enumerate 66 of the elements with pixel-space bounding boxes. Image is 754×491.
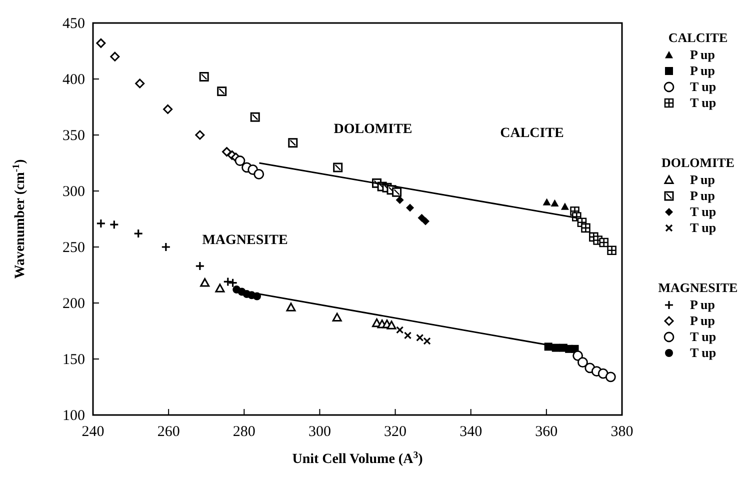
point xyxy=(386,320,396,330)
point xyxy=(605,372,616,382)
point xyxy=(254,169,264,180)
y-tick-label: 250 xyxy=(62,240,85,256)
point xyxy=(598,368,608,379)
y-tick-label: 150 xyxy=(62,352,85,368)
point xyxy=(404,332,412,340)
point xyxy=(195,261,205,271)
x-tick-label: 340 xyxy=(460,424,482,440)
point xyxy=(396,326,404,334)
x-tick-label: 300 xyxy=(308,424,331,440)
legend-label: P up xyxy=(690,172,715,187)
point xyxy=(252,292,261,300)
point xyxy=(542,198,551,206)
point xyxy=(109,220,119,230)
legend-label: P up xyxy=(690,63,715,78)
legend-label: T up xyxy=(690,79,716,94)
legend-label: T up xyxy=(690,329,716,344)
annotation: DOLOMITE xyxy=(334,122,412,137)
point xyxy=(396,196,404,204)
x-tick-label: 380 xyxy=(610,424,634,440)
annotation: CALCITE xyxy=(500,126,564,141)
legend-label: P up xyxy=(690,313,715,328)
point xyxy=(560,202,569,210)
legend-label: P up xyxy=(690,188,715,203)
legend-label: P up xyxy=(690,297,715,312)
point xyxy=(422,217,430,226)
legend-label: T up xyxy=(690,345,716,360)
x-tick-label: 260 xyxy=(157,424,180,440)
text: CALCITE xyxy=(668,30,728,45)
point xyxy=(423,337,431,345)
point xyxy=(578,357,588,368)
point xyxy=(550,199,559,207)
point xyxy=(134,228,144,238)
legend-label: T up xyxy=(690,204,716,219)
point xyxy=(234,156,246,166)
point xyxy=(416,334,424,342)
y-tick-label: 450 xyxy=(62,16,85,32)
x-axis-title: Unit Cell Volume (A$^{3}$) xyxy=(292,450,424,467)
y-tick-label: 400 xyxy=(62,72,85,88)
point xyxy=(215,284,225,292)
legend-label: T up xyxy=(690,95,716,110)
point xyxy=(572,350,583,361)
x-tick-label: 360 xyxy=(535,424,558,440)
point xyxy=(406,204,414,212)
point xyxy=(135,78,145,88)
text: MAGNESITE xyxy=(658,280,738,295)
point xyxy=(200,278,210,287)
point xyxy=(332,312,342,322)
point xyxy=(581,223,590,233)
text: DOLOMITE xyxy=(662,155,734,170)
legend-label: T up xyxy=(690,220,716,235)
point xyxy=(286,302,296,312)
annotation: MAGNESITE xyxy=(202,233,288,248)
legend-label: P up xyxy=(690,47,715,62)
point xyxy=(96,218,106,228)
x-tick-label: 240 xyxy=(82,424,104,440)
point xyxy=(96,38,106,48)
y-tick-label: 300 xyxy=(62,184,85,200)
y-tick-label: 350 xyxy=(62,128,85,144)
y-tick-label: 100 xyxy=(62,408,85,424)
x-tick-label: 280 xyxy=(232,424,256,440)
y-tick-label: 200 xyxy=(62,296,85,312)
point xyxy=(161,242,171,252)
x-tick-label: 320 xyxy=(384,424,407,440)
point xyxy=(607,246,616,256)
